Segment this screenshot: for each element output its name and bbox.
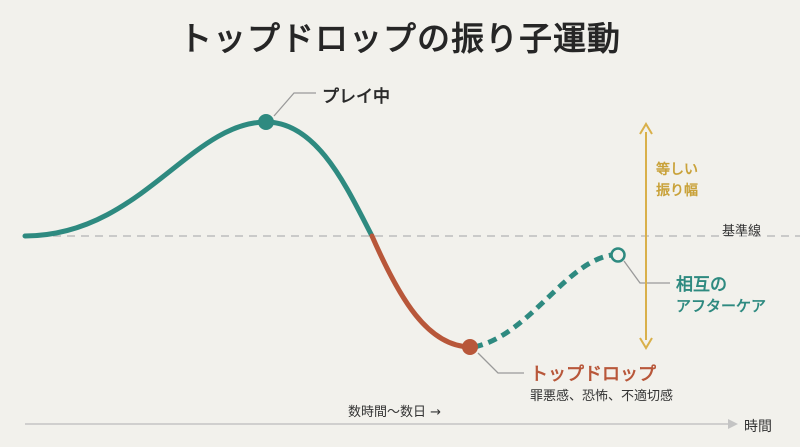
amplitude-arrow-bottom	[639, 337, 653, 350]
aftercare-label-line1: 相互の	[676, 275, 727, 295]
diagram-title: トップドロップの振り子運動	[179, 19, 621, 58]
drop-leader-line	[477, 352, 524, 374]
amplitude-label-line1: 等しい	[656, 162, 698, 178]
peak-marker	[258, 114, 274, 130]
aftercare-curve	[473, 252, 613, 350]
time-axis-arrowhead	[728, 419, 738, 429]
amplitude-label: 等しい 振り幅	[656, 160, 698, 202]
amplitude-label-line2: 振り幅	[656, 183, 698, 199]
aftercare-label-line2: アフターケア	[676, 297, 767, 315]
drop-curve	[369, 233, 473, 350]
play-leader-line	[273, 92, 316, 117]
aftercare-leader-line	[623, 260, 670, 284]
aftercare-end-marker	[610, 247, 626, 263]
time-span-label: 数時間〜数日 →	[348, 405, 442, 420]
play-curve	[22, 119, 375, 239]
trough-marker	[462, 339, 478, 355]
play-label: プレイ中	[322, 87, 390, 107]
drop-sublabel: 罪悪感、恐怖、不適切感	[530, 389, 674, 404]
baseline-label: 基準線	[722, 224, 762, 239]
drop-label: トップドロップ	[530, 364, 656, 385]
amplitude-arrow-top	[639, 122, 653, 135]
time-axis-label: 時間	[744, 419, 772, 435]
